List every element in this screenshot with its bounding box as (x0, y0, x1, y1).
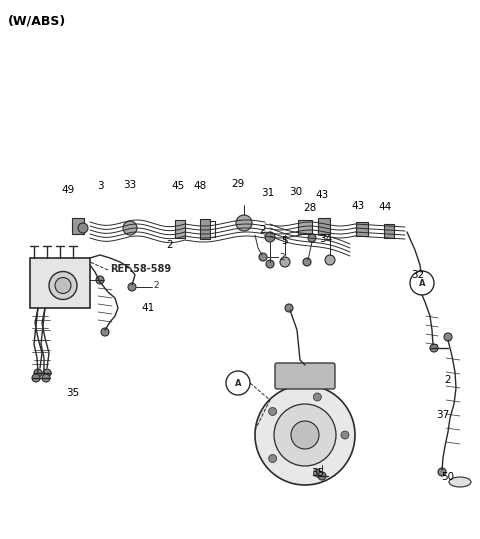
Circle shape (444, 333, 452, 341)
Text: 32: 32 (411, 270, 425, 280)
Circle shape (34, 369, 42, 377)
Circle shape (259, 253, 267, 261)
Text: 31: 31 (262, 188, 275, 198)
Text: 50: 50 (442, 472, 455, 482)
Circle shape (123, 221, 137, 235)
Text: 35: 35 (66, 388, 80, 398)
Text: 34: 34 (319, 234, 333, 244)
Circle shape (303, 258, 311, 266)
Circle shape (55, 278, 71, 294)
Circle shape (438, 468, 446, 476)
Circle shape (32, 374, 40, 382)
Circle shape (269, 407, 276, 416)
Text: A: A (419, 280, 425, 288)
Circle shape (43, 369, 51, 377)
Text: 48: 48 (193, 181, 206, 191)
Text: 35: 35 (312, 468, 324, 478)
Circle shape (101, 328, 109, 336)
Circle shape (266, 260, 274, 268)
Circle shape (49, 272, 77, 300)
FancyBboxPatch shape (298, 220, 312, 234)
Text: 43: 43 (315, 190, 329, 200)
Text: A: A (235, 379, 241, 389)
Circle shape (318, 472, 326, 480)
Text: 29: 29 (231, 179, 245, 189)
Text: 3: 3 (96, 181, 103, 191)
Ellipse shape (449, 477, 471, 487)
FancyBboxPatch shape (30, 258, 90, 308)
Text: 30: 30 (289, 187, 302, 197)
Text: 2: 2 (260, 225, 266, 235)
Circle shape (265, 232, 275, 242)
Text: 2: 2 (167, 240, 173, 250)
Text: 49: 49 (61, 185, 74, 195)
FancyBboxPatch shape (200, 219, 210, 239)
Text: 37: 37 (436, 410, 450, 420)
Circle shape (236, 215, 252, 231)
Text: 45: 45 (171, 181, 185, 191)
Circle shape (285, 304, 293, 312)
Text: 2: 2 (279, 252, 285, 261)
Text: 44: 44 (378, 202, 392, 212)
FancyBboxPatch shape (318, 218, 330, 234)
Text: 33: 33 (123, 180, 137, 190)
Text: 2: 2 (444, 375, 451, 385)
Circle shape (78, 223, 88, 233)
Text: (W/ABS): (W/ABS) (8, 14, 66, 27)
FancyBboxPatch shape (72, 218, 84, 234)
Circle shape (325, 255, 335, 265)
Text: 43: 43 (351, 201, 365, 211)
Circle shape (280, 257, 290, 267)
Circle shape (308, 234, 316, 242)
Circle shape (96, 276, 104, 284)
FancyBboxPatch shape (175, 220, 185, 238)
Circle shape (42, 374, 50, 382)
Text: 28: 28 (303, 203, 317, 213)
Text: 5: 5 (282, 236, 288, 246)
Circle shape (341, 431, 349, 439)
Text: 41: 41 (142, 303, 155, 313)
Circle shape (255, 385, 355, 485)
Text: 2: 2 (153, 281, 158, 291)
Circle shape (291, 421, 319, 449)
Circle shape (313, 393, 322, 401)
Circle shape (313, 469, 322, 477)
Circle shape (274, 404, 336, 466)
Circle shape (269, 454, 276, 462)
FancyBboxPatch shape (384, 224, 394, 238)
Text: REF.58-589: REF.58-589 (110, 264, 171, 274)
Circle shape (128, 283, 136, 291)
FancyBboxPatch shape (356, 222, 368, 236)
Circle shape (430, 344, 438, 352)
FancyBboxPatch shape (275, 363, 335, 389)
